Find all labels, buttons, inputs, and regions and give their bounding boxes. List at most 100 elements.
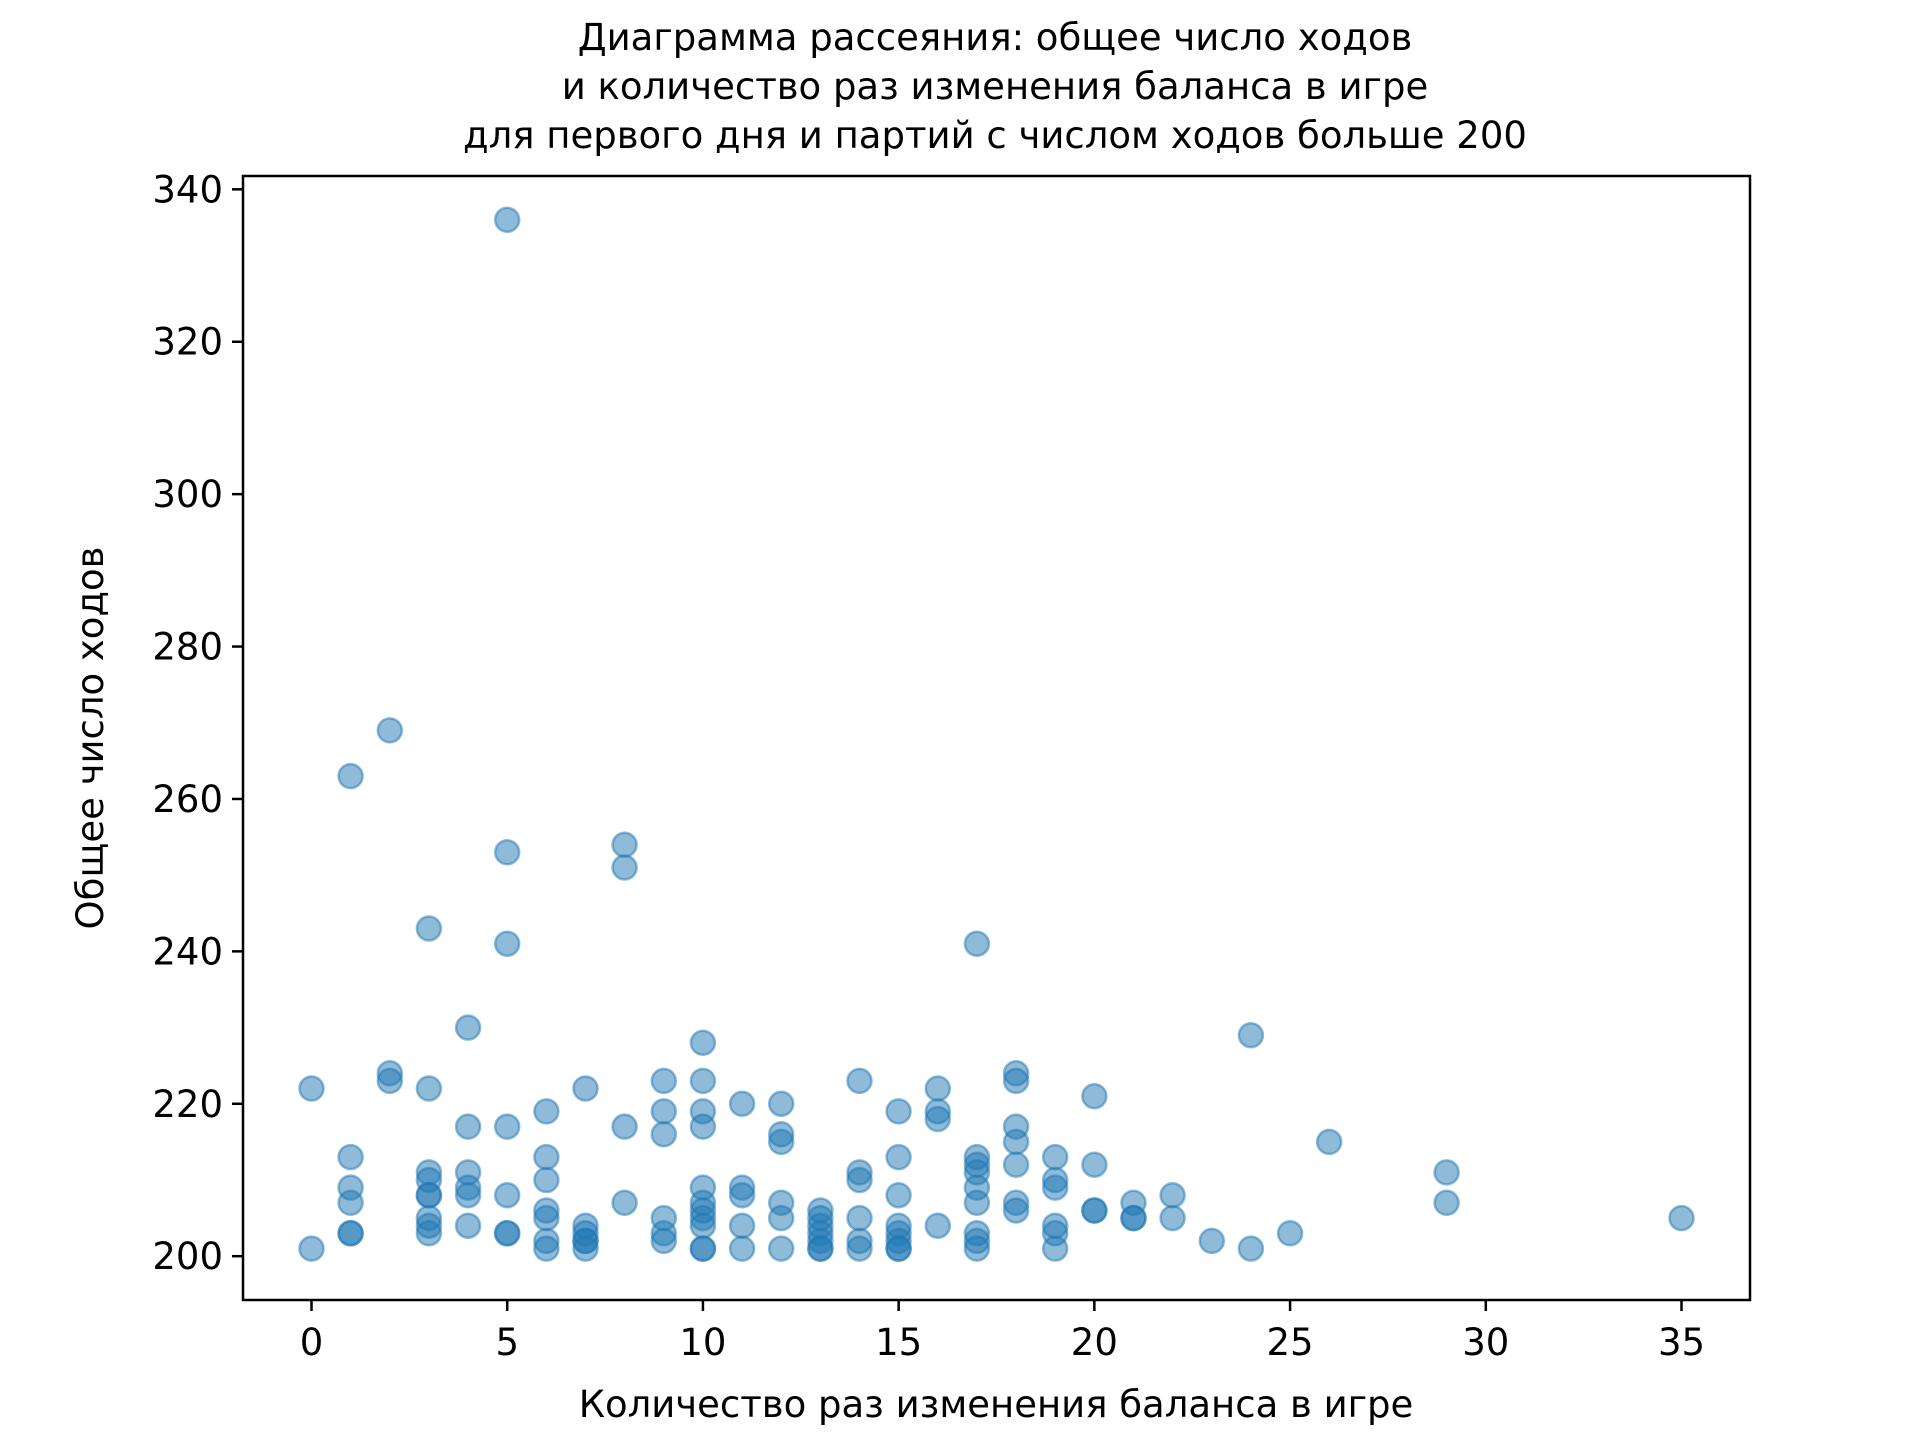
scatter-point	[572, 1235, 599, 1262]
scatter-point	[1002, 1067, 1030, 1095]
scatter-point	[533, 1204, 560, 1232]
scatter-point	[728, 1235, 756, 1262]
y-tick-label: 280	[152, 626, 223, 669]
scatter-point	[1276, 1220, 1304, 1247]
y-axis-ticks: 200 220 240 260 280 300 320 340	[152, 168, 243, 1278]
x-tick-label: 35	[1658, 1321, 1705, 1364]
scatter-point	[376, 717, 404, 744]
scatter-point	[493, 1113, 521, 1140]
scatter-point	[1120, 1204, 1147, 1232]
scatter-point	[650, 1121, 678, 1148]
x-axis-label: Количество раз изменения баланса в игре	[579, 1383, 1414, 1426]
scatter-point	[611, 854, 638, 881]
scatter-point	[1237, 1021, 1265, 1049]
scatter-point	[767, 1128, 795, 1156]
plot-axes	[241, 174, 1752, 1302]
y-tick-label: 200	[152, 1235, 223, 1278]
plot-frame	[241, 174, 1752, 1302]
scatter-point	[533, 1166, 560, 1194]
scatter-point	[533, 1098, 560, 1125]
scatter-point	[885, 1235, 912, 1262]
scatter-point	[454, 1014, 482, 1041]
scatter-point	[1668, 1204, 1695, 1232]
x-tick-label: 20	[1071, 1321, 1118, 1364]
scatter-point	[767, 1090, 795, 1118]
scatter-point	[572, 1075, 599, 1102]
scatter-point	[611, 831, 638, 858]
scatter-point	[650, 1098, 678, 1125]
scatter-point	[1041, 1235, 1069, 1262]
scatter-point	[1002, 1197, 1030, 1224]
scatter-point	[728, 1212, 756, 1239]
scatter-point	[1315, 1128, 1343, 1156]
scatter-point	[924, 1212, 952, 1239]
x-tick-label: 15	[875, 1321, 922, 1364]
scatter-point	[1198, 1227, 1226, 1255]
scatter-point	[611, 1189, 638, 1217]
scatter-point	[611, 1113, 638, 1140]
x-tick-label: 0	[300, 1321, 324, 1364]
scatter-point	[533, 1235, 560, 1262]
scatter-point	[493, 930, 521, 957]
scatter-point	[885, 1181, 912, 1209]
scatter-point	[689, 1113, 717, 1140]
scatter-point	[689, 1235, 717, 1262]
scatter-point	[415, 1075, 443, 1102]
y-tick-label: 320	[152, 321, 223, 364]
chart-title-line-1: Диаграмма рассеяния: общее число ходов	[578, 16, 1413, 59]
chart-title-line-3: для первого дня и партий с числом ходов …	[463, 114, 1527, 157]
chart-title-line-2: и количество раз изменения баланса в игр…	[562, 65, 1429, 108]
y-tick-label: 300	[152, 473, 223, 516]
scatter-point	[767, 1235, 795, 1262]
scatter-point	[846, 1166, 873, 1194]
scatter-point	[1081, 1151, 1108, 1178]
scatter-point	[1081, 1082, 1108, 1110]
scatter-point	[337, 1143, 364, 1171]
scatter-point	[493, 1181, 521, 1209]
scatter-point	[1041, 1143, 1069, 1171]
scatter-point	[807, 1235, 834, 1262]
scatter-point	[298, 1235, 325, 1262]
scatter-point	[767, 1204, 795, 1232]
scatter-point	[963, 1189, 991, 1217]
x-tick-label: 25	[1267, 1321, 1314, 1364]
scatter-point	[846, 1067, 873, 1095]
scatter-point	[1081, 1197, 1108, 1224]
scatter-point	[415, 1181, 443, 1209]
x-axis-ticks: 0 5 10 15 20 25 30 35	[300, 1300, 1705, 1364]
scatter-point	[1159, 1204, 1186, 1232]
y-tick-label: 340	[152, 168, 223, 211]
y-axis-label: Общее число ходов	[69, 547, 112, 930]
scatter-point	[1041, 1174, 1069, 1201]
scatter-point	[846, 1204, 873, 1232]
scatter-point	[533, 1143, 560, 1171]
scatter-point	[689, 1067, 717, 1095]
x-tick-label: 5	[495, 1321, 519, 1364]
scatter-point	[1237, 1235, 1265, 1262]
x-tick-label: 30	[1462, 1321, 1509, 1364]
scatter-point	[493, 206, 521, 234]
scatter-point	[728, 1181, 756, 1209]
scatter-point	[885, 1143, 912, 1171]
scatter-point	[689, 1029, 717, 1057]
scatter-point	[493, 839, 521, 866]
scatter-point	[454, 1113, 482, 1140]
scatter-point	[454, 1181, 482, 1209]
scatter-point	[1159, 1181, 1186, 1209]
scatter-point	[924, 1075, 952, 1102]
scatter-point	[415, 1220, 443, 1247]
scatter-point	[337, 1189, 364, 1217]
scatter-point	[376, 1067, 404, 1095]
chart-title: Диаграмма рассеяния: общее число ходов и…	[463, 16, 1527, 157]
data-points	[298, 206, 1695, 1262]
scatter-point	[924, 1105, 952, 1133]
scatter-point	[454, 1212, 482, 1239]
scatter-point	[493, 1220, 521, 1247]
scatter-point	[963, 930, 991, 957]
scatter-point	[963, 1235, 991, 1262]
scatter-point	[885, 1098, 912, 1125]
y-tick-label: 220	[152, 1083, 223, 1126]
scatter-point	[650, 1227, 678, 1255]
